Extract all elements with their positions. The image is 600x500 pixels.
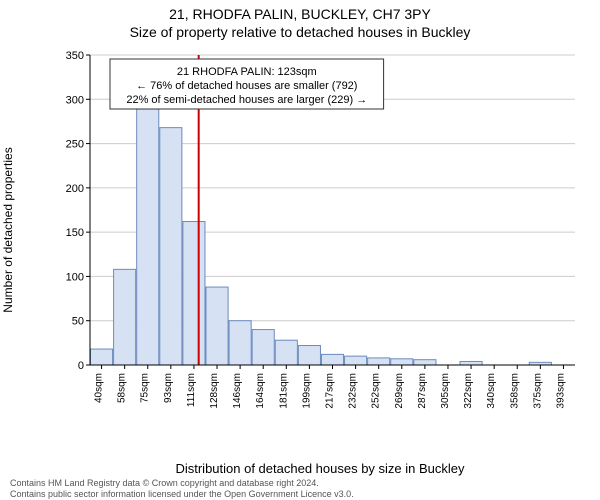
- x-tick-label: 393sqm: [555, 373, 566, 409]
- chart-svg: 0 50 100 150 200 250 300 350 40sqm 58sqm 75sqm 93sq…: [60, 50, 580, 420]
- x-tick-label: 375sqm: [532, 373, 543, 409]
- x-axis-label: Distribution of detached houses by size …: [60, 461, 580, 476]
- x-tick-label: 164sqm: [255, 373, 266, 409]
- histogram-bar: [368, 358, 390, 365]
- y-tick-label: 250: [66, 139, 84, 151]
- chart-title-subtitle: Size of property relative to detached ho…: [0, 22, 600, 40]
- histogram-bar: [183, 222, 205, 365]
- x-tick-label: 305sqm: [440, 373, 451, 409]
- chart-title-address: 21, RHODFA PALIN, BUCKLEY, CH7 3PY: [0, 0, 600, 22]
- histogram-bar: [414, 360, 436, 365]
- y-tick-label: 350: [66, 50, 84, 62]
- x-tick-label: 232sqm: [348, 373, 359, 409]
- y-tick-label: 300: [66, 94, 84, 106]
- x-tick-label: 217sqm: [325, 373, 336, 409]
- histogram-bar: [160, 128, 182, 365]
- histogram-bar: [460, 361, 482, 365]
- x-tick-label: 358sqm: [509, 373, 520, 409]
- annotation-line: ← 76% of detached houses are smaller (79…: [136, 80, 357, 92]
- y-tick-label: 150: [66, 227, 84, 239]
- x-tick-label: 146sqm: [232, 373, 243, 409]
- attribution-text: Contains HM Land Registry data © Crown c…: [10, 478, 354, 500]
- histogram-bar: [391, 359, 413, 365]
- y-tick-label: 0: [78, 360, 84, 372]
- x-tick-label: 181sqm: [278, 373, 289, 409]
- x-tick-label: 340sqm: [486, 373, 497, 409]
- y-axis-label: Number of detached properties: [1, 147, 15, 312]
- attribution-line: Contains public sector information licen…: [10, 489, 354, 500]
- histogram-bar: [321, 354, 343, 365]
- x-tick-label: 40sqm: [94, 373, 105, 403]
- histogram-bar: [91, 349, 113, 365]
- x-tick-label: 75sqm: [140, 373, 151, 403]
- y-tick-label: 100: [66, 271, 84, 283]
- property-size-histogram: 21, RHODFA PALIN, BUCKLEY, CH7 3PY Size …: [0, 0, 600, 500]
- plot-area: 0 50 100 150 200 250 300 350 40sqm 58sqm 75sqm 93sq…: [60, 50, 580, 420]
- y-tick-label: 200: [66, 183, 84, 195]
- y-tick-label: 50: [72, 316, 84, 328]
- histogram-bar: [252, 330, 274, 365]
- annotation-line: 22% of semi-detached houses are larger (…: [126, 94, 367, 106]
- x-tick-label: 287sqm: [417, 373, 428, 409]
- x-tick-label: 93sqm: [163, 373, 174, 403]
- attribution-line: Contains HM Land Registry data © Crown c…: [10, 478, 354, 489]
- histogram-bar: [298, 346, 320, 365]
- annotation-line: 21 RHODFA PALIN: 123sqm: [177, 66, 317, 78]
- x-tick-label: 199sqm: [301, 373, 312, 409]
- x-tick-label: 269sqm: [394, 373, 405, 409]
- histogram-bar: [345, 356, 367, 365]
- x-tick-label: 111sqm: [186, 373, 197, 407]
- histogram-bar: [114, 269, 136, 365]
- histogram-bar: [229, 321, 251, 365]
- x-tick-label: 252sqm: [371, 373, 382, 409]
- histogram-bar: [206, 287, 228, 365]
- x-tick-label: 128sqm: [209, 373, 220, 409]
- x-tick-label: 58sqm: [117, 373, 128, 403]
- histogram-bar: [275, 340, 297, 365]
- histogram-bar: [137, 108, 159, 365]
- x-tick-label: 322sqm: [463, 373, 474, 409]
